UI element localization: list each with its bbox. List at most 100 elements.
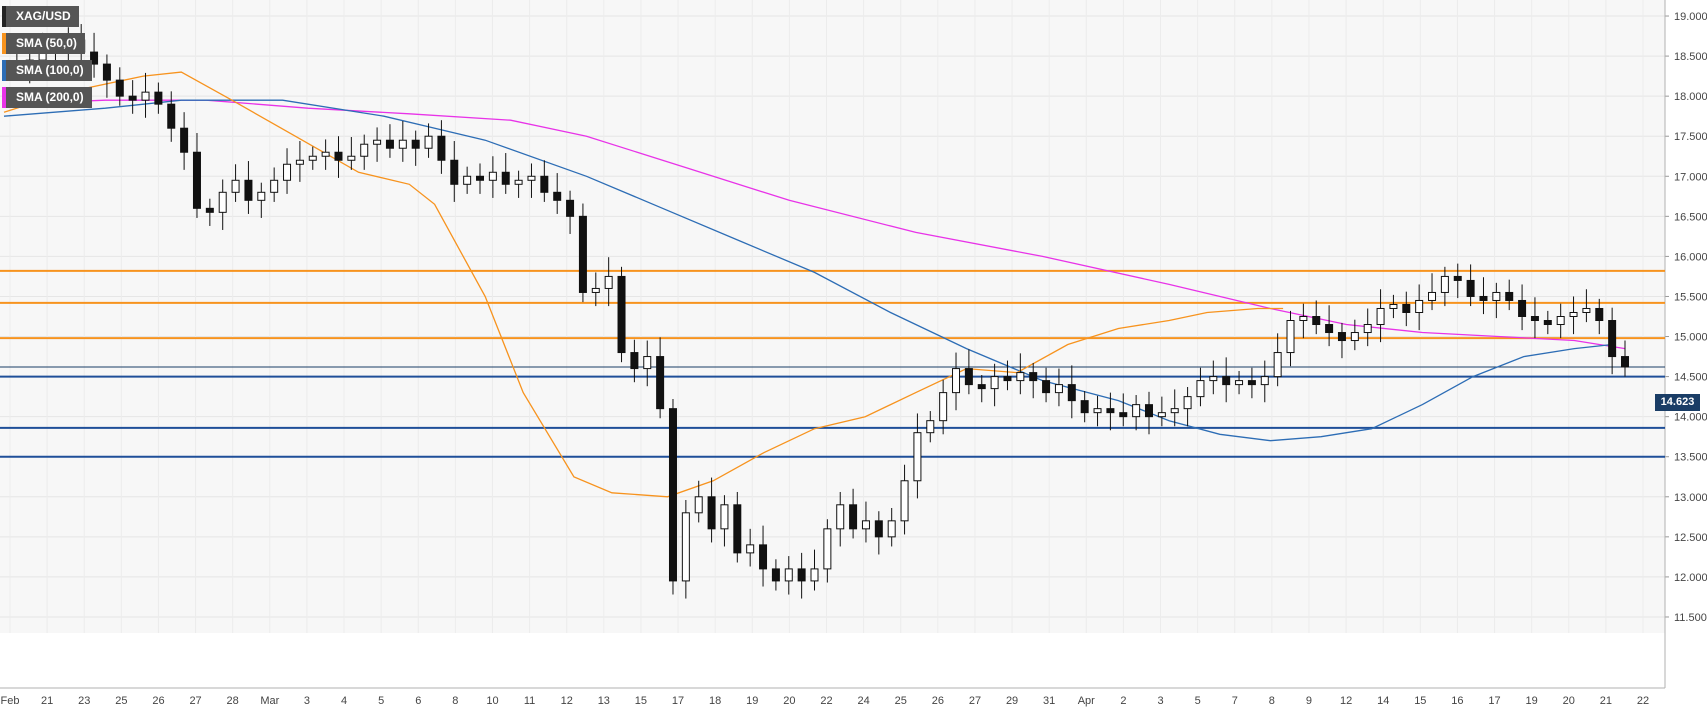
- candle-down: [128, 95, 137, 101]
- candle-up: [1492, 291, 1501, 301]
- x-tick-label: 5: [1195, 695, 1201, 707]
- candle-down: [1106, 408, 1115, 414]
- candle-up: [308, 155, 317, 161]
- x-tick-label: 8: [452, 695, 458, 707]
- legend: XAG/USD SMA (50,0) SMA (100,0) SMA (200,…: [2, 6, 92, 114]
- candle-down: [205, 207, 214, 213]
- candle-up: [810, 568, 819, 582]
- candle-down: [102, 63, 111, 81]
- candle-down: [1144, 404, 1153, 418]
- x-tick-label: 21: [41, 695, 53, 707]
- candle-up: [1440, 275, 1449, 293]
- legend-label-xagusd: XAG/USD: [6, 6, 79, 27]
- candle-up: [1415, 299, 1424, 313]
- candle-up: [887, 520, 896, 538]
- candle-down: [334, 151, 343, 161]
- legend-label-sma50: SMA (50,0): [6, 33, 85, 54]
- x-tick-label: 18: [709, 695, 721, 707]
- legend-item-sma100[interactable]: SMA (100,0): [2, 60, 92, 81]
- candle-down: [566, 199, 575, 217]
- x-tick-label: 15: [1414, 695, 1426, 707]
- candle-down: [1312, 316, 1321, 326]
- x-tick-label: 4: [341, 695, 347, 707]
- candle-down: [1325, 324, 1334, 334]
- x-tick-label: 21: [1600, 695, 1612, 707]
- candle-down: [1530, 316, 1539, 322]
- candle-up: [1093, 408, 1102, 414]
- candle-down: [1247, 380, 1256, 386]
- candle-down: [668, 408, 677, 582]
- candle-down: [656, 356, 665, 410]
- candle-up: [270, 179, 279, 193]
- candle-up: [1428, 291, 1437, 301]
- candle-down: [437, 135, 446, 161]
- candle-up: [926, 420, 935, 434]
- candle-down: [797, 568, 806, 582]
- candle-down: [1621, 356, 1629, 368]
- x-tick-label: 19: [1526, 695, 1538, 707]
- y-tick-label: 12.500: [1674, 532, 1707, 544]
- candle-up: [1299, 316, 1308, 322]
- candle-up: [1157, 412, 1166, 418]
- legend-item-sma50[interactable]: SMA (50,0): [2, 33, 92, 54]
- candle-down: [964, 368, 973, 386]
- candle-down: [1479, 295, 1488, 301]
- candle-down: [1337, 332, 1346, 342]
- candle-up: [257, 191, 266, 201]
- candle-up: [836, 504, 845, 530]
- candle-down: [1067, 384, 1076, 402]
- y-tick-label: 13.500: [1674, 452, 1707, 464]
- candle-down: [578, 215, 587, 293]
- candle-up: [218, 191, 227, 213]
- candle-up: [231, 179, 240, 193]
- candle-up: [141, 91, 150, 101]
- sma-200-line: [3, 99, 1626, 350]
- candle-up: [939, 392, 948, 422]
- candle-down: [385, 139, 394, 149]
- candle-up: [1183, 396, 1192, 410]
- candle-up: [1556, 316, 1565, 326]
- candle-up: [1016, 372, 1025, 382]
- x-tick-label: 17: [1488, 695, 1500, 707]
- x-tick-label: 28: [227, 695, 239, 707]
- candle-down: [630, 352, 639, 370]
- x-tick-label: 5: [378, 695, 384, 707]
- candle-down: [501, 171, 510, 185]
- candle-down: [1119, 412, 1128, 418]
- x-tick-label: 26: [152, 695, 164, 707]
- y-tick-label: 15.500: [1674, 291, 1707, 303]
- candle-up: [1054, 384, 1063, 394]
- candle-down: [1042, 380, 1051, 394]
- candle-up: [514, 179, 523, 185]
- y-tick-label: 11.500: [1674, 612, 1707, 624]
- candle-down: [1080, 400, 1089, 414]
- candle-down: [450, 159, 459, 185]
- candle-down: [1505, 291, 1514, 301]
- candle-up: [424, 135, 433, 149]
- x-tick-label: 12: [1340, 695, 1352, 707]
- legend-item-xagusd[interactable]: XAG/USD: [2, 6, 92, 27]
- y-tick-label: 13.000: [1674, 492, 1707, 504]
- x-tick-label: 22: [820, 695, 832, 707]
- candle-down: [476, 175, 485, 181]
- x-tick-label: 20: [1563, 695, 1575, 707]
- candle-up: [347, 155, 356, 161]
- candle-up: [952, 368, 961, 394]
- candle-up: [1389, 303, 1398, 309]
- y-tick-label: 16.000: [1674, 251, 1707, 263]
- legend-item-sma200[interactable]: SMA (200,0): [2, 87, 92, 108]
- candle-down: [1543, 320, 1552, 326]
- x-tick-label: 23: [78, 695, 90, 707]
- y-tick-label: 16.500: [1674, 211, 1707, 223]
- candle-up: [913, 432, 922, 482]
- y-tick-label: 15.000: [1674, 332, 1707, 344]
- candle-down: [1402, 303, 1411, 313]
- sma-100-line: [3, 99, 1613, 442]
- candle-down: [1595, 307, 1604, 322]
- candle-up: [1132, 404, 1141, 418]
- candle-down: [1466, 279, 1475, 297]
- candle-up: [1569, 311, 1578, 318]
- candle-up: [900, 480, 909, 522]
- candle-down: [154, 91, 163, 105]
